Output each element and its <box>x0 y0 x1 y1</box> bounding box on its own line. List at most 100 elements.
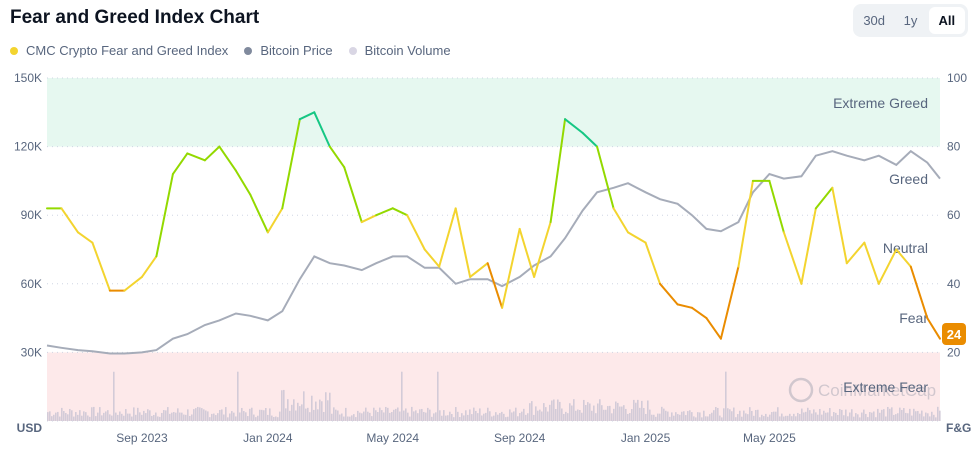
volume-bar <box>491 416 493 421</box>
volume-bar <box>395 408 397 421</box>
volume-bar <box>565 411 567 421</box>
volume-bar <box>687 411 689 421</box>
zone-label: Neutral <box>883 240 928 256</box>
fear-greed-segment <box>91 241 111 292</box>
zone-label: Extreme Greed <box>833 95 928 111</box>
volume-bar <box>649 409 651 421</box>
volume-bar <box>53 414 55 421</box>
volume-bar <box>355 417 357 421</box>
fear-greed-segment <box>895 248 912 268</box>
volume-bar <box>195 408 197 421</box>
volume-bar <box>855 413 857 421</box>
volume-bar <box>817 414 819 421</box>
volume-bar <box>461 413 463 421</box>
volume-bar <box>181 412 183 421</box>
volume-bar <box>253 414 255 421</box>
volume-bar <box>113 371 115 421</box>
volume-bar <box>145 413 147 421</box>
volume-bar <box>509 409 511 421</box>
fear-greed-segment <box>644 241 662 285</box>
fear-greed-segment <box>800 207 817 285</box>
volume-bar <box>627 413 629 421</box>
fear-greed-segment <box>375 207 394 217</box>
legend-item-bitcoin-volume[interactable]: Bitcoin Volume <box>348 43 451 58</box>
volume-bar <box>323 411 325 421</box>
volume-bar <box>857 414 859 421</box>
volume-bar <box>555 408 557 421</box>
volume-bar <box>203 409 205 421</box>
volume-bar <box>143 410 145 421</box>
volume-bar <box>881 409 883 421</box>
volume-bar <box>729 409 731 421</box>
current-value-badge: 24 <box>942 323 966 345</box>
volume-bar <box>933 414 935 421</box>
legend-item-fear-greed[interactable]: CMC Crypto Fear and Greed Index <box>10 43 228 58</box>
volume-bar <box>929 416 931 421</box>
left-axis-tick: 120K <box>14 140 42 154</box>
fear-greed-segment <box>234 169 252 196</box>
volume-bar <box>535 406 537 421</box>
volume-bar <box>81 415 83 421</box>
range-30d-button[interactable]: 30d <box>863 13 886 28</box>
volume-bar <box>479 408 481 421</box>
fear-greed-segment <box>203 145 221 162</box>
fear-greed-segment <box>691 306 708 320</box>
volume-bar <box>775 411 777 421</box>
volume-bar <box>675 412 677 421</box>
volume-bar <box>741 416 743 421</box>
volume-bar <box>773 411 775 421</box>
volume-bar <box>441 415 443 421</box>
volume-bar <box>537 410 539 421</box>
volume-bar <box>489 411 491 421</box>
volume-bar <box>609 405 611 421</box>
legend-item-bitcoin-price[interactable]: Bitcoin Price <box>244 43 333 58</box>
volume-bar <box>459 417 461 421</box>
volume-bar <box>75 412 77 421</box>
volume-bar <box>573 399 575 421</box>
volume-bar <box>689 410 691 421</box>
volume-bar <box>921 410 923 421</box>
volume-bar <box>299 406 301 421</box>
volume-bar <box>807 407 809 421</box>
volume-bar <box>205 410 207 421</box>
volume-bar <box>707 416 709 421</box>
volume-bar <box>197 406 199 421</box>
volume-bar <box>709 414 711 421</box>
volume-bar <box>285 408 287 421</box>
fear-greed-segment <box>909 265 929 320</box>
volume-bar <box>481 415 483 421</box>
volume-bar <box>55 412 57 421</box>
volume-bar <box>717 407 719 421</box>
volume-bar <box>347 416 349 421</box>
volume-bar <box>831 416 833 421</box>
range-1y-button[interactable]: 1y <box>903 13 918 28</box>
volume-bar <box>179 412 181 421</box>
volume-bar <box>629 413 631 421</box>
volume-bar <box>663 408 665 421</box>
volume-bar <box>177 408 179 421</box>
fear-greed-segment <box>596 145 615 210</box>
volume-bar <box>543 403 545 421</box>
volume-bar <box>381 410 383 421</box>
range-all-button[interactable]: All <box>928 7 965 34</box>
volume-bar <box>527 413 529 421</box>
fear-greed-segment <box>719 265 740 340</box>
x-axis-tick: May 2025 <box>743 431 796 445</box>
volume-bar <box>169 413 171 421</box>
volume-bar <box>153 414 155 421</box>
volume-bar <box>919 413 921 421</box>
volume-bar <box>615 401 617 421</box>
extreme-fear-band <box>47 352 940 421</box>
volume-bar <box>757 409 759 421</box>
volume-bar <box>405 408 407 421</box>
volume-bar <box>601 405 603 421</box>
volume-bar <box>673 415 675 421</box>
volume-bar <box>815 412 817 421</box>
volume-bar <box>93 406 95 421</box>
volume-bar <box>259 409 261 421</box>
volume-bar <box>579 410 581 421</box>
volume-bar <box>813 409 815 421</box>
volume-bar <box>795 416 797 421</box>
volume-bar <box>163 410 165 421</box>
volume-bar <box>803 412 805 421</box>
